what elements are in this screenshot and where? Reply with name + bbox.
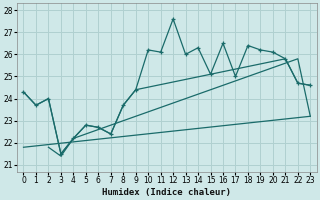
X-axis label: Humidex (Indice chaleur): Humidex (Indice chaleur) bbox=[102, 188, 231, 197]
